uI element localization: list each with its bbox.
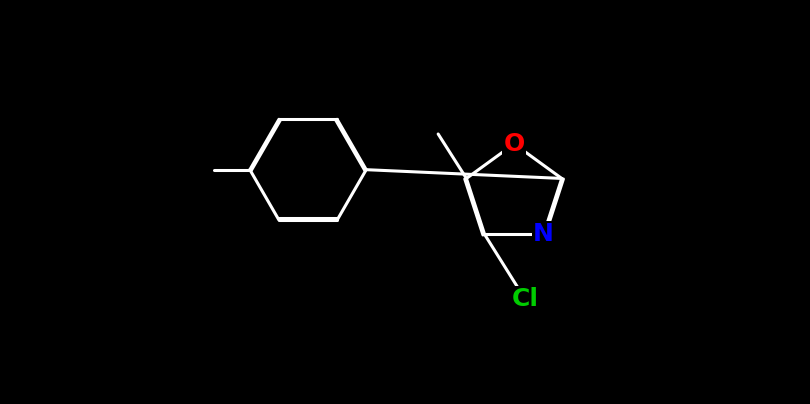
Text: O: O <box>504 132 525 156</box>
Text: N: N <box>533 223 554 246</box>
Text: Cl: Cl <box>512 287 539 311</box>
